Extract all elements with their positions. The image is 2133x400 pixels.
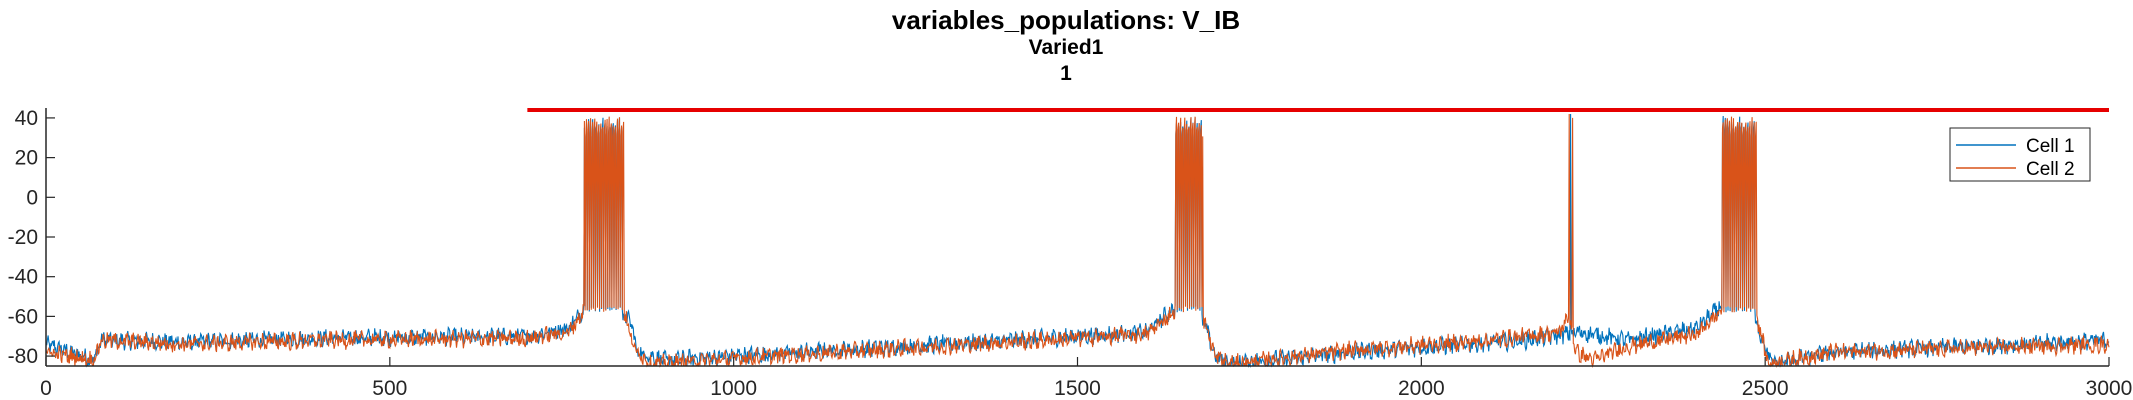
chart-title: variables_populations: V_IB — [892, 5, 1240, 35]
x-tick-label: 0 — [40, 377, 52, 400]
y-axis-ticks: 40 20 0 -20 -40 -60 -80 — [8, 107, 55, 368]
legend-box — [1949, 127, 2091, 182]
x-tick-label: 2500 — [1742, 377, 1789, 400]
x-tick-label: 500 — [372, 377, 407, 400]
y-tick-label: -40 — [8, 266, 38, 289]
x-axis-ticks: 0 500 1000 1500 2000 2500 3000 — [40, 357, 2132, 400]
y-tick-label: -60 — [8, 305, 38, 328]
y-tick-label: -80 — [8, 345, 38, 368]
chart-subtitle-2: 1 — [1060, 62, 1072, 85]
x-tick-label: 1000 — [710, 377, 757, 400]
y-tick-label: 20 — [15, 147, 38, 170]
legend-label-cell-1: Cell 1 — [2026, 136, 2075, 157]
x-tick-label: 3000 — [2086, 377, 2133, 400]
x-tick-label: 2000 — [1398, 377, 1445, 400]
legend: Cell 1 Cell 2 — [1949, 127, 2091, 182]
plot-area — [45, 107, 2110, 369]
y-tick-label: -20 — [8, 226, 38, 249]
series-line-cell-1 — [45, 113, 2110, 369]
x-tick-label: 1500 — [1054, 377, 1101, 400]
legend-label-cell-2: Cell 2 — [2026, 159, 2075, 180]
series-line-cell-2 — [45, 113, 2110, 369]
y-tick-label: 40 — [15, 107, 38, 130]
y-tick-label: 0 — [26, 186, 38, 209]
chart-subtitle: Varied1 — [1029, 36, 1104, 59]
